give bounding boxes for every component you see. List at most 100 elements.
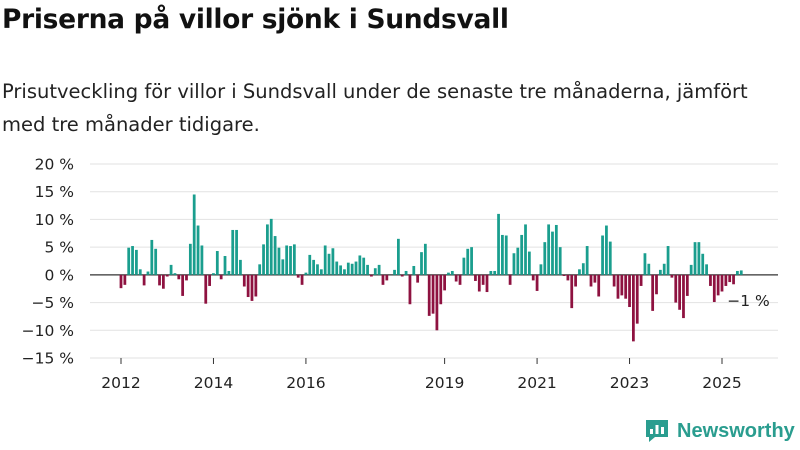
- bar: [431, 274, 435, 314]
- bar: [435, 274, 439, 331]
- bar: [200, 245, 204, 275]
- newsworthy-brand: Newsworthy: [644, 418, 795, 444]
- bar: [608, 241, 612, 275]
- bar: [697, 242, 701, 275]
- bar: [605, 225, 608, 275]
- bars: [119, 194, 743, 342]
- bar: [512, 253, 516, 275]
- x-tick-label: 2014: [194, 374, 233, 392]
- bar: [508, 274, 512, 285]
- bar: [593, 274, 597, 283]
- bar: [377, 264, 381, 275]
- bar: [169, 264, 173, 275]
- bar: [138, 269, 142, 275]
- x-axis: 2012 2014 2016 2019 2021 2023 2025: [101, 358, 742, 392]
- bar: [296, 274, 300, 278]
- bar: [639, 274, 643, 286]
- bar: [597, 274, 601, 297]
- bar: [254, 274, 258, 297]
- y-tick-label: −5 %: [31, 294, 74, 312]
- bar: [701, 253, 705, 275]
- bar: [520, 234, 524, 275]
- bar: [142, 274, 146, 286]
- y-tick-label: 10 %: [35, 211, 74, 229]
- bar: [670, 274, 674, 278]
- bar: [173, 273, 177, 275]
- bar: [612, 274, 616, 287]
- bar: [581, 263, 585, 275]
- bar: [685, 274, 689, 296]
- bar: [427, 274, 431, 316]
- bar: [285, 245, 289, 275]
- bar: [408, 274, 412, 305]
- bar: [150, 239, 154, 275]
- bar: [185, 274, 188, 281]
- bar: [578, 269, 581, 275]
- bar: [643, 253, 647, 275]
- bar: [535, 274, 539, 291]
- bar: [161, 274, 165, 289]
- bar: [308, 254, 312, 275]
- bar: [566, 274, 570, 281]
- bar: [716, 274, 720, 296]
- bar: [273, 236, 277, 275]
- x-tick-label: 2019: [425, 374, 464, 392]
- bar: [589, 274, 593, 287]
- bar: [127, 247, 131, 275]
- bar: [570, 274, 574, 309]
- bar: [335, 261, 339, 275]
- bar: [662, 263, 666, 275]
- bar: [447, 272, 450, 275]
- bar: [624, 274, 628, 299]
- bar: [620, 274, 624, 296]
- bar: [327, 253, 331, 275]
- bar: [647, 263, 651, 275]
- brand-name: Newsworthy: [677, 419, 795, 442]
- bar: [358, 255, 362, 275]
- bar: [489, 270, 493, 275]
- bar: [682, 274, 685, 319]
- bar: [135, 249, 138, 275]
- bar: [346, 262, 350, 275]
- bar: [724, 274, 728, 286]
- bar: [323, 245, 327, 275]
- bar: [316, 264, 319, 275]
- chart-subtitle: Prisutveckling för villor i Sundsvall un…: [2, 80, 748, 136]
- bar: [705, 264, 708, 275]
- bar: [501, 234, 504, 275]
- bar: [343, 269, 346, 275]
- bar: [481, 274, 485, 285]
- bar: [188, 243, 192, 275]
- last-value-label: −1 %: [727, 292, 770, 310]
- bar: [562, 274, 566, 276]
- bar: [666, 246, 670, 275]
- bar: [551, 231, 554, 275]
- bar: [416, 274, 420, 283]
- bar: [720, 274, 724, 292]
- bar: [585, 246, 589, 275]
- x-tick-label: 2012: [101, 374, 140, 392]
- bar: [215, 251, 219, 275]
- bar: [366, 264, 369, 275]
- bar: [516, 247, 520, 275]
- bar: [423, 243, 427, 275]
- x-tick-label: 2016: [286, 374, 325, 392]
- bar: [728, 274, 732, 283]
- bar: [712, 274, 716, 303]
- bar: [397, 238, 400, 275]
- bar: [616, 274, 620, 299]
- bar: [554, 224, 558, 275]
- bar: [732, 274, 735, 285]
- bar: [319, 269, 323, 275]
- bar: [223, 256, 227, 275]
- bar: [674, 274, 678, 303]
- bar: [123, 274, 127, 285]
- bar: [547, 224, 551, 275]
- bar: [454, 274, 458, 282]
- bar: [146, 271, 150, 275]
- bar: [208, 274, 211, 286]
- bar: [527, 251, 531, 275]
- bar: [385, 274, 389, 281]
- bar: [204, 274, 208, 304]
